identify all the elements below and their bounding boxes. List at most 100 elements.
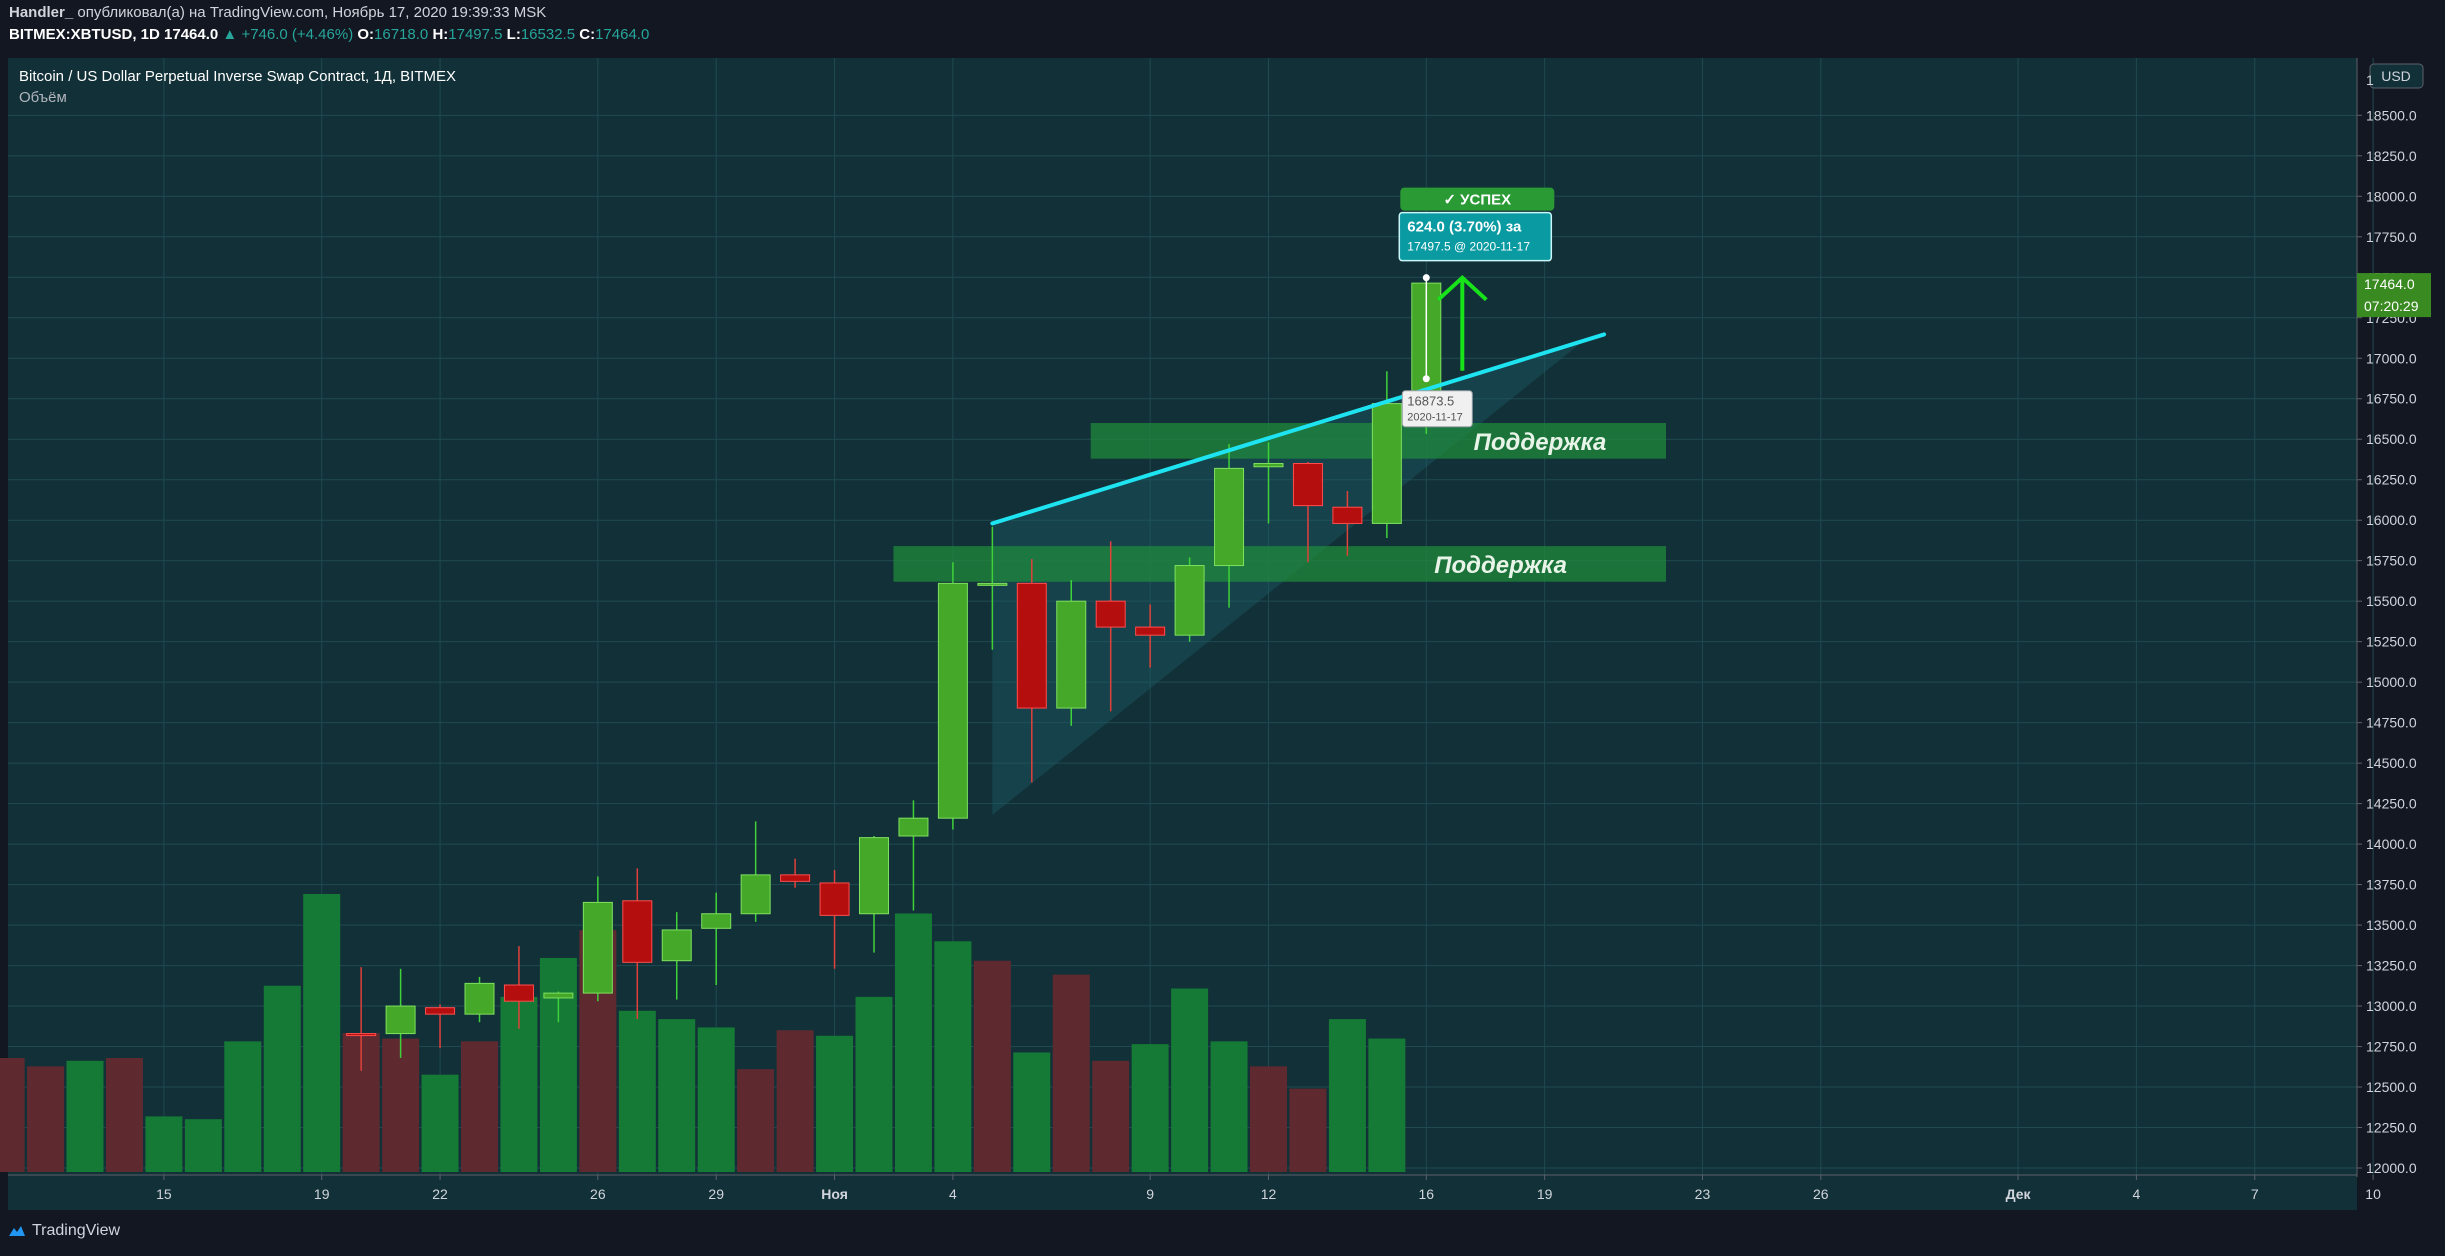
candle-down <box>622 900 653 963</box>
price-tick-label: 18250.0 <box>2366 148 2417 164</box>
time-tick-label: 23 <box>1695 1186 1711 1202</box>
close-value: 17464.0 <box>595 26 650 43</box>
candle-down <box>1135 626 1166 636</box>
price-tick-label: 16000.0 <box>2366 512 2417 528</box>
price-tick-label: 18500.0 <box>2366 107 2417 123</box>
target-callout: 624.0 (3.70%) за 17497.5 @ 2020-11-17 <box>1398 211 1553 262</box>
currency-button[interactable]: USD <box>2369 63 2424 89</box>
candle-down <box>819 882 850 916</box>
price-tick-label: 13500.0 <box>2366 917 2417 933</box>
price-change: ▲ +746.0 (+4.46%) <box>222 26 354 43</box>
high-label: H: <box>432 26 449 43</box>
volume-bar <box>145 1116 183 1172</box>
price-tick-label: 14250.0 <box>2366 796 2417 812</box>
volume-bar <box>303 894 341 1172</box>
time-tick-label: 29 <box>708 1186 724 1202</box>
candle-down <box>780 874 811 882</box>
price-tick-label: 16500.0 <box>2366 431 2417 447</box>
entry-date-label: 2020-11-17 <box>1407 412 1462 424</box>
symbol-name: BITMEX:XBTUSD, 1D <box>9 26 160 43</box>
close-label: C: <box>579 26 596 43</box>
price-tick-label: 13250.0 <box>2366 958 2417 974</box>
candle-up <box>859 837 889 915</box>
candle-up <box>385 1005 416 1035</box>
candle-down <box>503 984 534 1002</box>
last-price-box <box>2357 273 2431 318</box>
triangle-pattern <box>992 340 1585 815</box>
volume-bar <box>855 996 893 1172</box>
trendline <box>990 332 1607 526</box>
price-tick-label: 15250.0 <box>2366 634 2417 650</box>
price-tick-label: 15750.0 <box>2366 553 2417 569</box>
time-tick-label: Ноя <box>821 1186 848 1202</box>
volume-bar <box>539 957 577 1172</box>
time-axis[interactable]: 15 19 22 26 29 Ноя 4 9 12 16 19 23 26 Дек 4 7 10 <box>156 1175 2381 1202</box>
price-change-value: +746.0 (+4.46%) <box>241 26 354 43</box>
low-label: L: <box>506 26 521 43</box>
success-badge-label: ✓ УСПЕХ <box>1443 192 1511 209</box>
volume-bar <box>263 985 301 1172</box>
last-price-marker: 17464.0 07:20:29 <box>2357 273 2431 318</box>
chart-title: Bitcoin / US Dollar Perpetual Inverse Sw… <box>19 68 456 85</box>
price-tick-label: 12000.0 <box>2366 1160 2417 1176</box>
price-axis[interactable]: 18500.018250.018000.017750.017500.017250… <box>2357 107 2417 1176</box>
time-tick-label: 19 <box>1537 1186 1553 1202</box>
low-value: 16532.5 <box>520 26 576 43</box>
brand-label: TradingView <box>32 1222 121 1239</box>
countdown-label: 07:20:29 <box>2364 298 2419 314</box>
candle-up <box>977 582 1008 586</box>
price-tick-label: 17750.0 <box>2366 229 2417 245</box>
price-tick-label: 12250.0 <box>2366 1120 2417 1136</box>
time-tick-label: 26 <box>1813 1186 1829 1202</box>
support-zone-lower <box>893 546 1666 582</box>
time-tick-label: 9 <box>1146 1186 1154 1202</box>
publish-info: опубликовал(а) на TradingView.com, Ноябр… <box>77 4 547 21</box>
volume-bar <box>1250 1066 1287 1172</box>
target-detail-label: 17497.5 @ 2020-11-17 <box>1407 240 1530 254</box>
volume-bar <box>1052 974 1090 1172</box>
success-badge-box <box>1400 187 1555 211</box>
high-value: 17497.5 <box>448 26 503 43</box>
volume-legend: Объём <box>19 89 67 106</box>
volume-bar <box>737 1069 775 1172</box>
candle-down <box>346 1033 377 1037</box>
volume-bar <box>382 1038 420 1172</box>
candle-up <box>898 817 929 837</box>
price-tick-label: 15500.0 <box>2366 593 2417 609</box>
currency-button-frame[interactable] <box>2369 63 2424 89</box>
price-tick-label: 16250.0 <box>2366 472 2417 488</box>
candle-up <box>1174 565 1205 636</box>
time-tick-label: 12 <box>1261 1186 1277 1202</box>
support-label-lower: Поддержка <box>1434 552 1567 579</box>
candle-down <box>1292 463 1323 507</box>
volume-bar <box>184 1119 222 1172</box>
volume-bar <box>1328 1019 1366 1172</box>
candle-up <box>1253 463 1284 468</box>
time-tick-label: 4 <box>2133 1186 2141 1202</box>
volume-bar <box>658 1019 696 1172</box>
footer <box>0 1212 2445 1256</box>
candle-up <box>1056 600 1087 709</box>
author-name[interactable]: Handler_ <box>9 4 74 21</box>
candle-up <box>701 913 732 929</box>
price-tick-label: 15000.0 <box>2366 674 2417 690</box>
time-tick-label: 10 <box>2365 1186 2381 1202</box>
currency-label[interactable]: USD <box>2381 68 2411 84</box>
candle-up <box>661 929 692 962</box>
volume-bar <box>1289 1088 1327 1172</box>
price-tick-label: 13750.0 <box>2366 877 2417 893</box>
candle-down <box>1095 600 1126 628</box>
volume-bar <box>1131 1044 1169 1172</box>
candle-up <box>582 901 613 994</box>
candle-up <box>1214 467 1245 567</box>
tradingview-brand[interactable]: TradingView <box>8 1222 120 1240</box>
volume-bar <box>776 1030 814 1172</box>
price-tick-label: 18000.0 <box>2366 188 2417 204</box>
volume-bar <box>0 1058 25 1172</box>
volume-bar <box>105 1058 143 1172</box>
candle-up <box>1371 403 1402 524</box>
price-tick-label: 17000.0 <box>2366 350 2417 366</box>
price-tick-label: 12500.0 <box>2366 1079 2417 1095</box>
entry-callout: 16873.5 2020-11-17 <box>1401 390 1473 428</box>
